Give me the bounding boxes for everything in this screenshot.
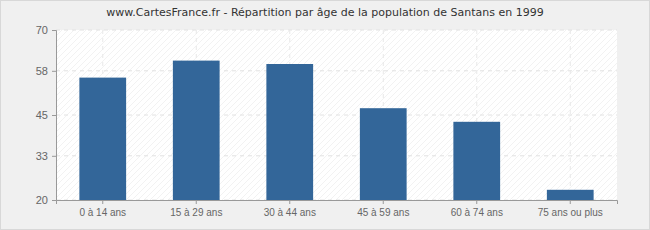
x-tick: 45 à 59 ans xyxy=(357,200,409,218)
grid-line xyxy=(56,30,617,31)
bar xyxy=(453,122,500,200)
x-tick-label: 30 à 44 ans xyxy=(264,207,316,218)
grid-line xyxy=(56,115,617,116)
title: www.CartesFrance.fr - Répartition par âg… xyxy=(106,6,544,19)
y-tick: 58 xyxy=(36,65,56,77)
bar xyxy=(547,190,594,200)
x-axis-line xyxy=(57,201,618,205)
x-tick: 0 à 14 ans xyxy=(79,200,126,218)
x-tick-mark xyxy=(289,200,290,204)
grid-line-vertical xyxy=(570,30,571,200)
bar xyxy=(360,108,407,200)
x-tick-label: 60 à 74 ans xyxy=(451,207,503,218)
x-tick-mark xyxy=(196,200,197,204)
background xyxy=(1,1,650,230)
x-tick-mark xyxy=(476,200,477,204)
y-tick: 70 xyxy=(36,24,56,36)
bar xyxy=(173,61,220,200)
x-tick-label: 15 à 29 ans xyxy=(170,207,222,218)
x-tick-label: 45 à 59 ans xyxy=(357,207,409,218)
x-tick: 15 à 29 ans xyxy=(170,200,222,218)
chart: www.CartesFrance.fr - Répartition par âg… xyxy=(0,0,650,230)
y-tick-label: 20 xyxy=(36,194,48,206)
x-tick-mark xyxy=(383,200,384,204)
y-tick: 33 xyxy=(36,150,56,162)
x-tick-mark xyxy=(570,200,571,204)
bar xyxy=(266,64,313,200)
y-axis-line xyxy=(52,31,57,201)
y-tick-mark xyxy=(52,71,56,72)
y-tick-mark xyxy=(52,115,56,116)
y-tick-label: 70 xyxy=(36,24,48,36)
x-tick: 60 à 74 ans xyxy=(451,200,503,218)
y-tick: 45 xyxy=(36,109,56,121)
plot-area xyxy=(56,30,617,200)
y-tick: 20 xyxy=(36,194,56,206)
y-tick-label: 45 xyxy=(36,109,48,121)
bar xyxy=(79,78,126,200)
y-tick-mark xyxy=(52,200,56,201)
y-tick-mark xyxy=(52,30,56,31)
grid-line xyxy=(56,70,617,71)
x-tick-label: 75 ans ou plus xyxy=(538,207,603,218)
x-axis: 0 à 14 ans 15 à 29 ans 30 à 44 ans 45 à 59 … xyxy=(57,200,618,218)
x-tick-label: 0 à 14 ans xyxy=(79,207,126,218)
y-tick-label: 58 xyxy=(36,65,48,77)
x-tick-mark xyxy=(102,200,103,204)
x-tick: 75 ans ou plus xyxy=(538,200,603,218)
y-tick-label: 33 xyxy=(36,150,48,162)
grid-line xyxy=(56,155,617,156)
x-tick: 30 à 44 ans xyxy=(264,200,316,218)
y-tick-mark xyxy=(52,156,56,157)
bars xyxy=(79,61,593,200)
y-axis: 20 33 45 58 70 xyxy=(36,24,57,206)
